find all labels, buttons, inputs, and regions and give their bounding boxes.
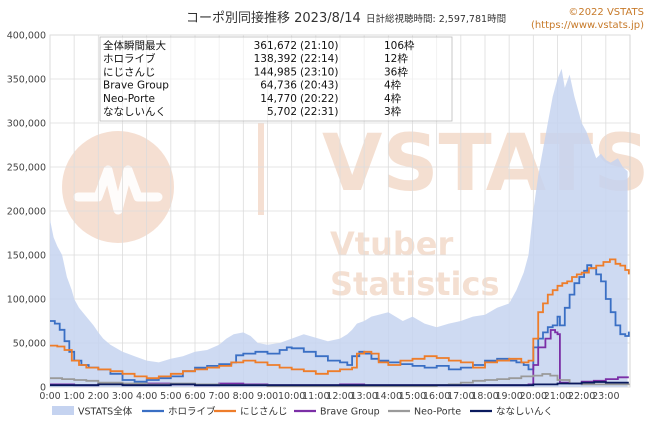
summary-time: (21:10) xyxy=(300,40,338,52)
legend-label: Brave Group xyxy=(320,407,380,418)
series-line-5 xyxy=(50,381,629,387)
summary-time: (23:10) xyxy=(300,66,338,78)
legend-label: VSTATS全体 xyxy=(78,406,133,418)
summary-name: ななしいんく xyxy=(103,106,166,118)
x-tick-label: 15:00 xyxy=(399,391,426,402)
x-tick-label: 20:00 xyxy=(520,391,547,402)
summary-name: 全体瞬間最大 xyxy=(103,39,166,52)
x-tick-label: 4:00 xyxy=(136,391,157,402)
watermark-logo-icon xyxy=(62,131,174,243)
x-tick-label: 1:00 xyxy=(63,391,84,402)
legend-swatch xyxy=(52,406,74,415)
x-tick-label: 23:00 xyxy=(592,391,619,402)
legend-label: にじさんじ xyxy=(240,407,288,418)
summary-count: 3枠 xyxy=(384,105,402,118)
y-tick-label: 0 xyxy=(40,383,46,394)
summary-count: 36枠 xyxy=(384,65,408,78)
x-tick-label: 7:00 xyxy=(208,391,229,402)
summary-value: 144,985 xyxy=(254,66,297,78)
x-tick-label: 22:00 xyxy=(568,391,595,402)
x-tick-label: 2:00 xyxy=(88,391,109,402)
x-tick-label: 19:00 xyxy=(495,391,522,402)
summary-value: 5,702 xyxy=(267,106,297,118)
x-tick-label: 3:00 xyxy=(112,391,133,402)
summary-time: (22:31) xyxy=(300,106,338,118)
x-tick-label: 12:00 xyxy=(326,391,353,402)
y-tick-label: 100,000 xyxy=(7,295,46,306)
legend-label: ななしいんく xyxy=(496,407,553,418)
y-tick-label: 400,000 xyxy=(7,31,46,42)
summary-count: 4枠 xyxy=(384,92,402,105)
summary-value: 14,770 xyxy=(260,93,297,105)
x-tick-label: 18:00 xyxy=(471,391,498,402)
x-tick-label: 8:00 xyxy=(233,391,254,402)
summary-time: (20:43) xyxy=(300,80,338,92)
credit-line-1: ©2022 VSTATS xyxy=(568,7,644,18)
x-tick-label: 13:00 xyxy=(350,391,377,402)
series-area-vstats-total xyxy=(50,68,628,387)
legend-label: Neo-Porte xyxy=(414,407,461,418)
summary-time: (20:22) xyxy=(300,93,338,105)
y-tick-label: 50,000 xyxy=(13,339,46,350)
credit-line-2: (https://www.vstats.jp) xyxy=(531,20,644,31)
axes: 0 50,000 100,000 150,000 200,000 250,000 300,0… xyxy=(7,31,620,403)
summary-box xyxy=(99,36,453,122)
x-tick-label: 5:00 xyxy=(160,391,181,402)
watermark-line2: Statistics xyxy=(330,265,500,303)
chart-title: コーポ別同接推移 2023/8/14 xyxy=(186,10,361,26)
y-tick-label: 150,000 xyxy=(7,251,46,262)
watermark-divider xyxy=(258,123,264,215)
x-tick-label: 16:00 xyxy=(423,391,450,402)
x-tick-label: 9:00 xyxy=(257,391,278,402)
x-tick-label: 6:00 xyxy=(184,391,205,402)
watermark-line1: Vtuber xyxy=(330,225,453,263)
x-tick-label: 0:00 xyxy=(39,391,60,402)
x-tick-label: 11:00 xyxy=(302,391,329,402)
summary-name: Neo-Porte xyxy=(103,93,155,105)
y-tick-label: 350,000 xyxy=(7,75,46,86)
summary-value: 138,392 xyxy=(254,53,297,65)
summary-time: (22:14) xyxy=(300,53,338,65)
y-tick-label: 300,000 xyxy=(7,119,46,130)
y-tick-label: 250,000 xyxy=(7,163,46,174)
series-line-2 xyxy=(50,258,630,380)
x-tick-label: 17:00 xyxy=(447,391,474,402)
legend-label: ホロライブ xyxy=(168,406,216,418)
summary-count: 12枠 xyxy=(384,52,408,65)
x-tick-label: 10:00 xyxy=(278,391,305,402)
summary-name: ホロライブ xyxy=(103,52,156,65)
y-tick-label: 200,000 xyxy=(7,207,46,218)
plot-area xyxy=(50,68,630,387)
summary-name: にじさんじ xyxy=(103,66,156,78)
summary-count: 4枠 xyxy=(384,79,402,92)
summary-value: 361,672 xyxy=(254,40,297,52)
summary-count: 106枠 xyxy=(384,39,415,52)
x-tick-label: 14:00 xyxy=(375,391,402,402)
summary-value: 64,736 xyxy=(260,80,297,92)
chart-subtitle: 日計総視聴時間: 2,597,781時間 xyxy=(366,13,506,25)
x-tick-label: 21:00 xyxy=(544,391,571,402)
legend: VSTATS全体 ホロライブ にじさんじ Brave Group Neo-Porte なな… xyxy=(52,406,553,418)
summary-name: Brave Group xyxy=(103,80,169,92)
